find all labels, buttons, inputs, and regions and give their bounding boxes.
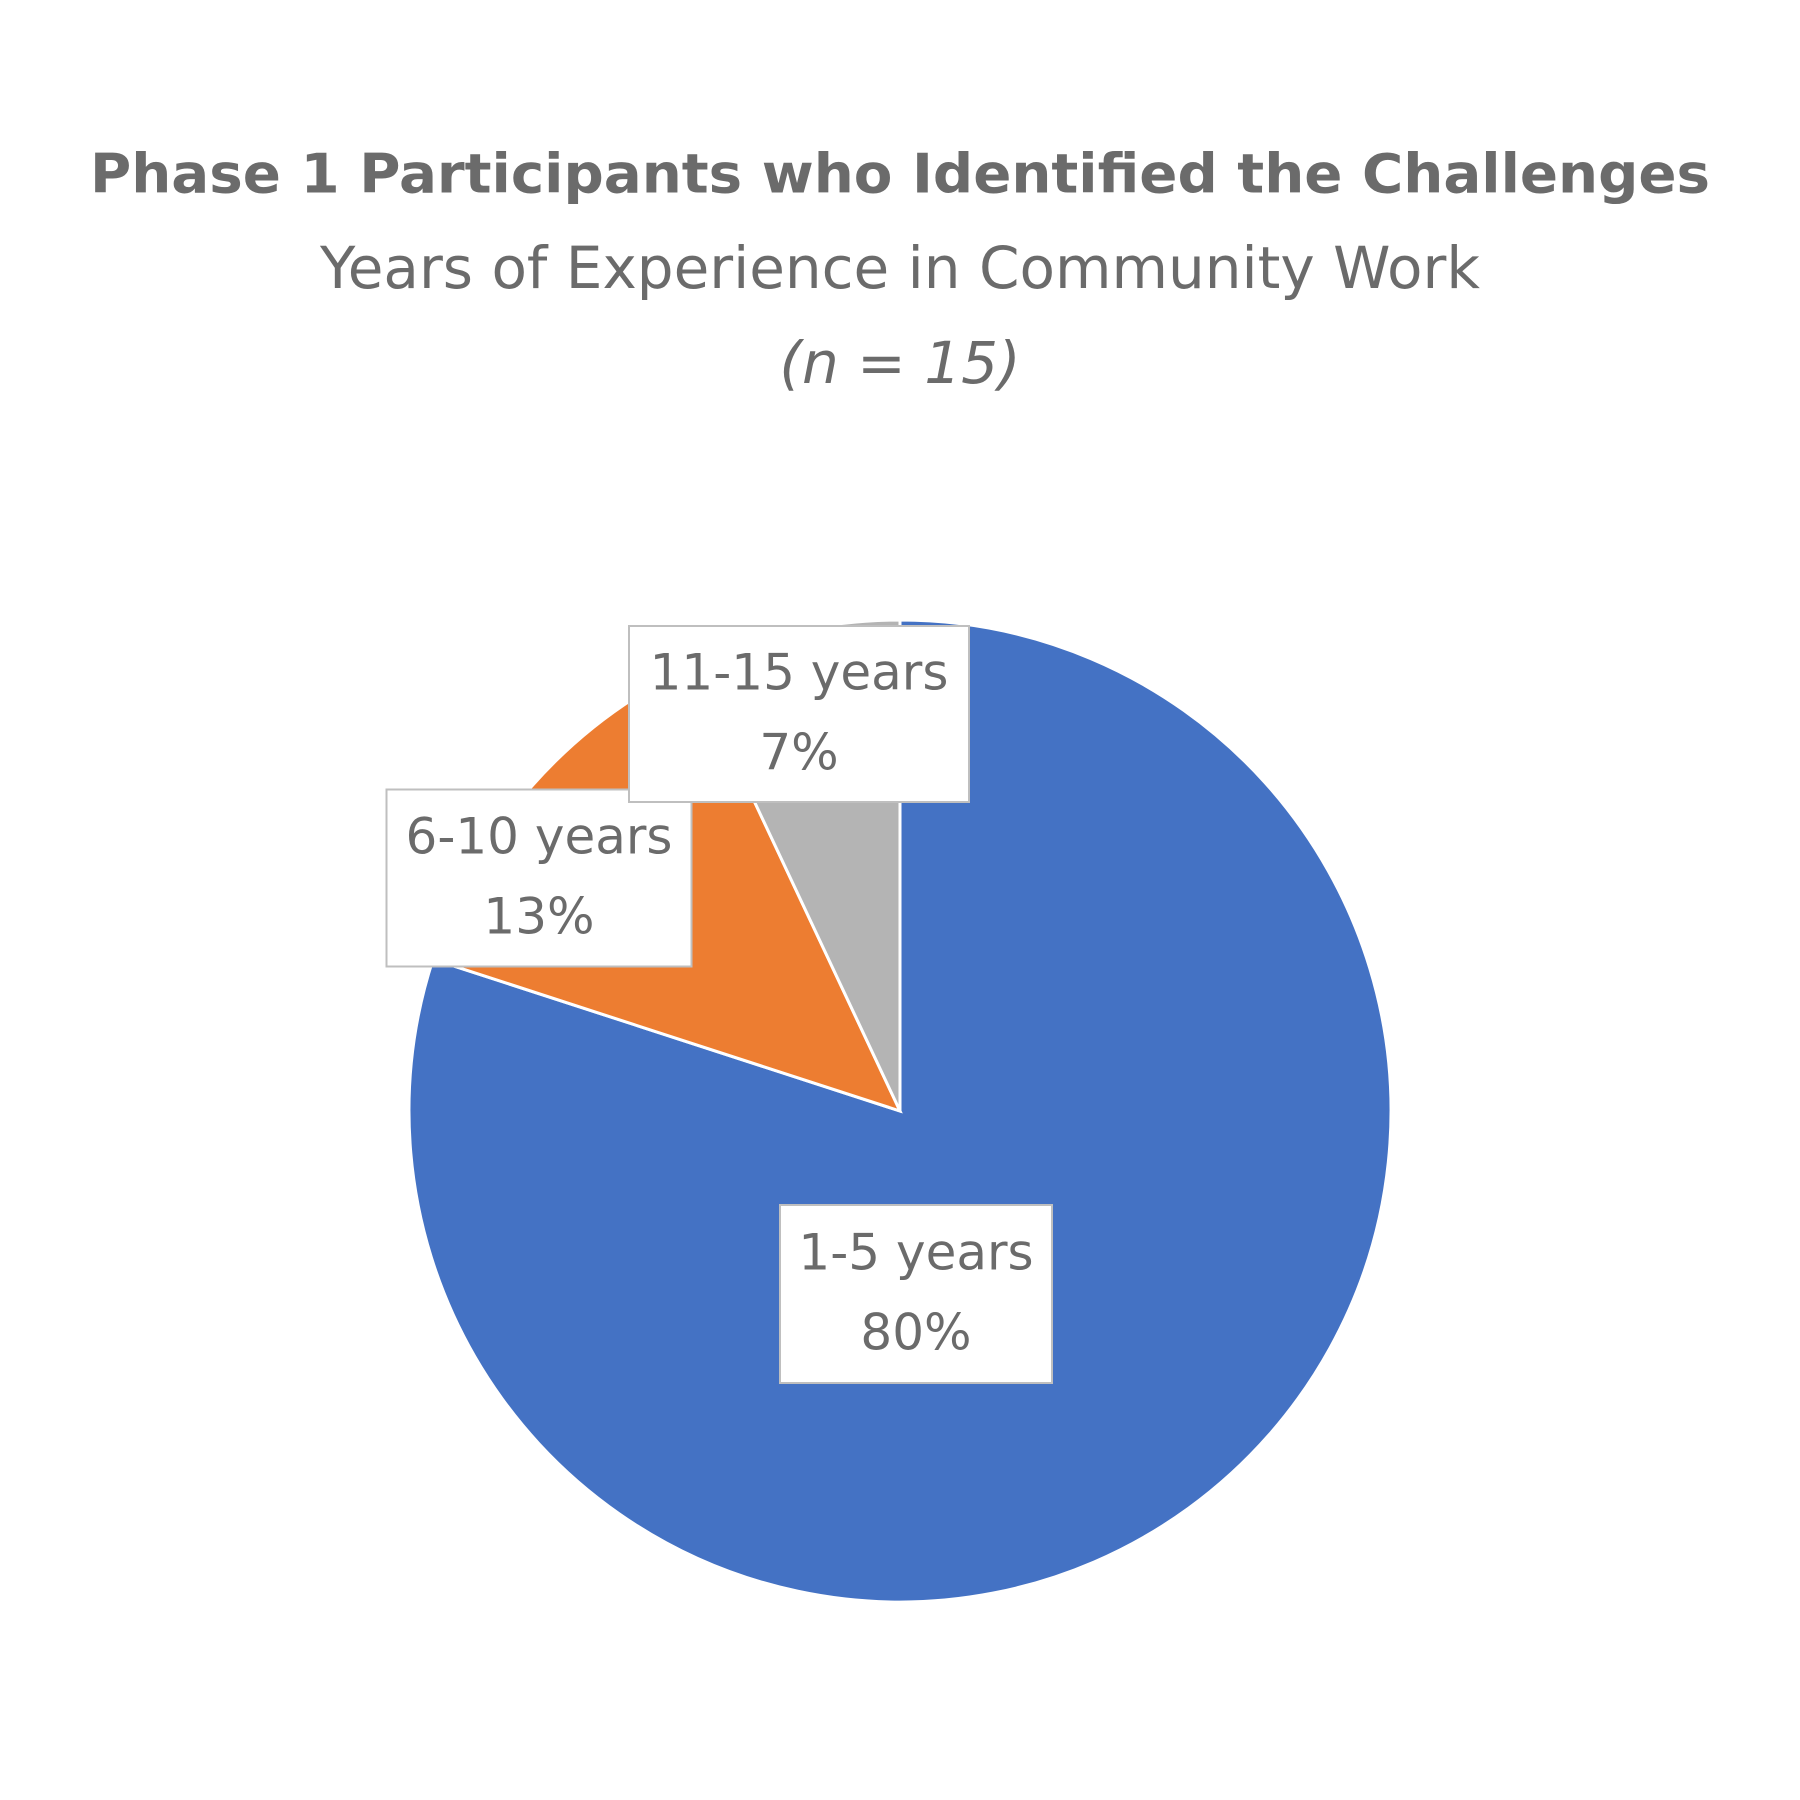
annotation: (n = 15)	[779, 329, 1020, 397]
value-label: 80%	[860, 1304, 971, 1362]
category-label: 1-5 years	[798, 1224, 1033, 1282]
chart-subtitle: Years of Experience in Community Work	[319, 234, 1480, 302]
category-label: 6-10 years	[406, 808, 673, 866]
value-label: 13%	[483, 888, 594, 946]
value-label: 7%	[759, 724, 838, 782]
data-label-box	[779, 1204, 1053, 1384]
chart-title: Phase 1 Participants who Identified the …	[90, 143, 1710, 206]
data-label-box	[628, 625, 970, 803]
data-label-box	[385, 788, 693, 968]
category-label: 11-15 years	[650, 644, 949, 702]
